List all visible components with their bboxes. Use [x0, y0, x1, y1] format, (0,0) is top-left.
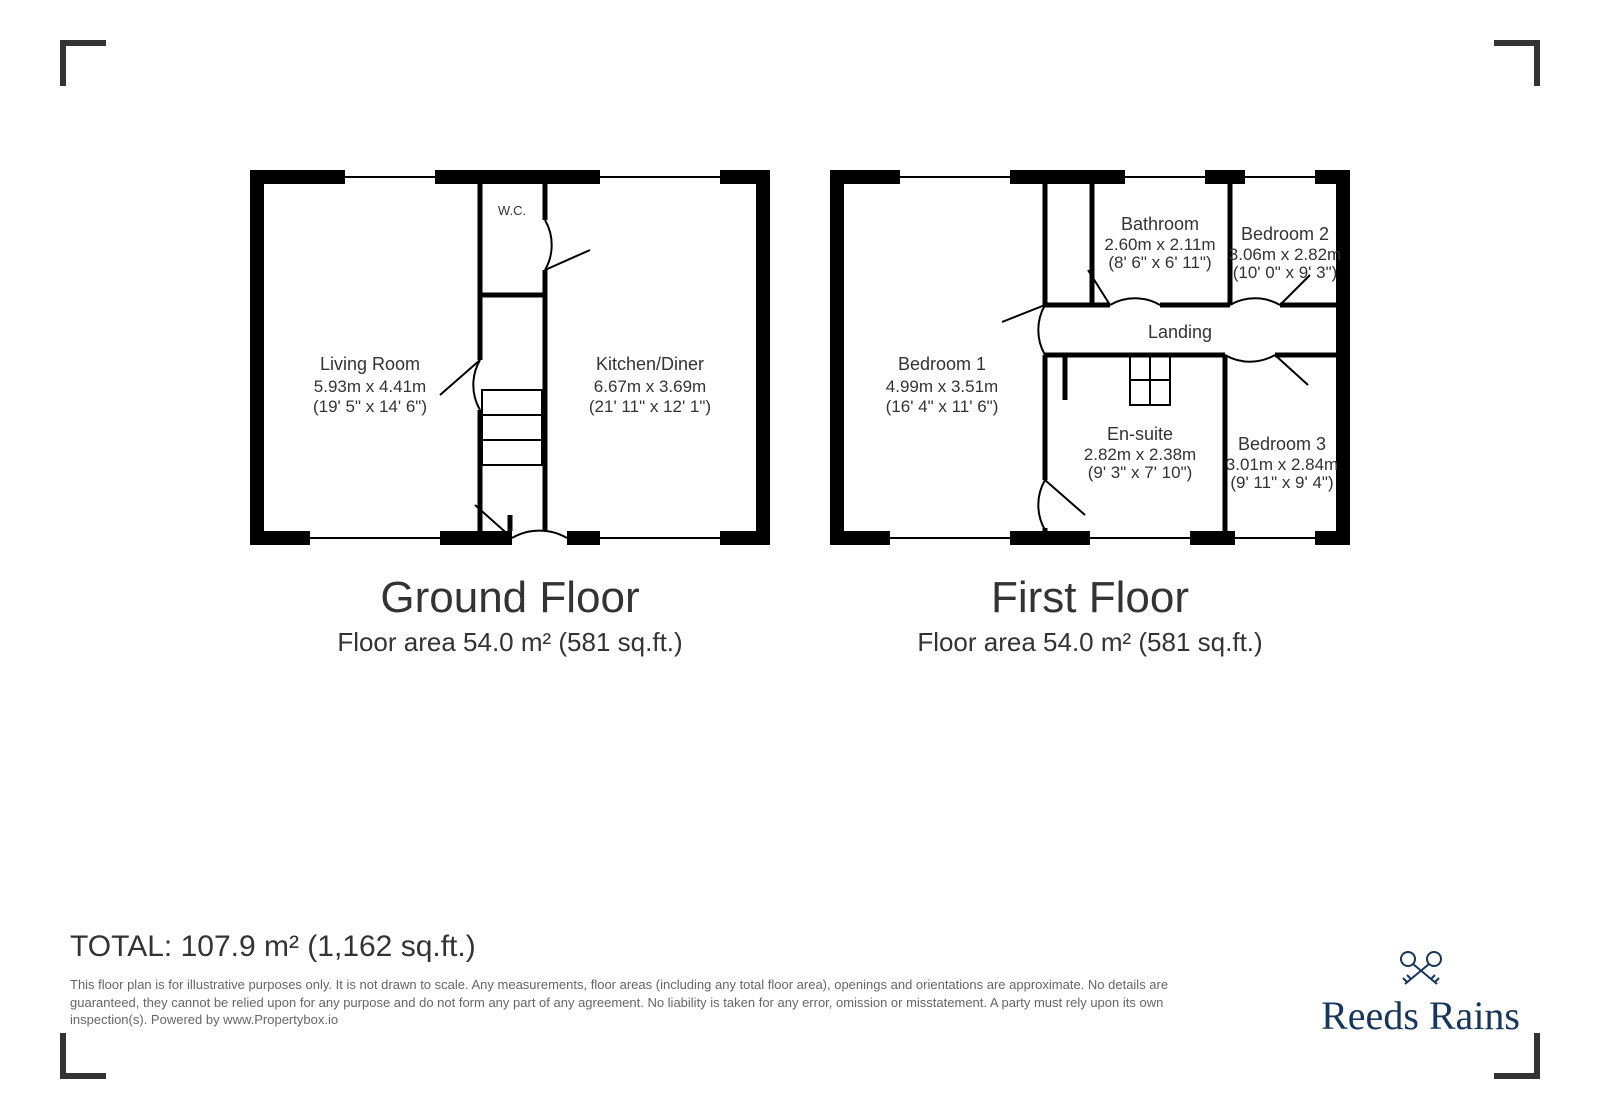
bath-name: Bathroom [1121, 214, 1199, 234]
kitchen-name: Kitchen/Diner [596, 354, 704, 374]
bed2-name: Bedroom 2 [1241, 224, 1329, 244]
ensuite-ft: (9' 3" x 7' 10") [1088, 463, 1193, 482]
crop-mark-bottom-right [1494, 1033, 1540, 1079]
brand-block: Reeds Rains [1321, 948, 1520, 1039]
ground-floor-block: W.C. Living Room 5.93m x 4.41m (19' 5" x… [250, 170, 770, 770]
bed1-name: Bedroom 1 [898, 354, 986, 374]
bed2-m: 3.06m x 2.82m [1229, 245, 1341, 264]
floor-plans-container: W.C. Living Room 5.93m x 4.41m (19' 5" x… [0, 170, 1600, 770]
living-name: Living Room [320, 354, 420, 374]
crop-mark-bottom-left [60, 1033, 106, 1079]
crop-mark-top-left [60, 40, 106, 86]
ensuite-name: En-suite [1107, 424, 1173, 444]
bed1-m: 4.99m x 3.51m [886, 377, 998, 396]
bath-ft: (8' 6" x 6' 11") [1108, 253, 1211, 272]
ground-floor-plan: W.C. Living Room 5.93m x 4.41m (19' 5" x… [250, 170, 770, 545]
kitchen-m: 6.67m x 3.69m [594, 377, 706, 396]
first-floor-title: First Floor [991, 573, 1189, 623]
first-floor-sub: Floor area 54.0 m² (581 sq.ft.) [917, 627, 1262, 658]
brand-name: Reeds Rains [1321, 992, 1520, 1039]
wc-label: W.C. [498, 203, 526, 218]
landing-label: Landing [1148, 322, 1212, 342]
ensuite-m: 2.82m x 2.38m [1084, 445, 1196, 464]
bed3-m: 3.01m x 2.84m [1226, 455, 1338, 474]
bed3-name: Bedroom 3 [1238, 434, 1326, 454]
crop-mark-top-right [1494, 40, 1540, 86]
bed2-ft: (10' 0" x 9' 3") [1233, 263, 1338, 282]
bed1-ft: (16' 4" x 11' 6") [886, 397, 999, 416]
living-ft: (19' 5" x 14' 6") [313, 397, 427, 416]
kitchen-ft: (21' 11" x 12' 1") [589, 397, 711, 416]
first-floor-block: Bedroom 1 4.99m x 3.51m (16' 4" x 11' 6"… [830, 170, 1350, 770]
first-floor-plan: Bedroom 1 4.99m x 3.51m (16' 4" x 11' 6"… [830, 170, 1350, 545]
total-area: TOTAL: 107.9 m² (1,162 sq.ft.) [70, 930, 476, 964]
ground-floor-sub: Floor area 54.0 m² (581 sq.ft.) [337, 627, 682, 658]
bath-m: 2.60m x 2.11m [1104, 235, 1215, 254]
bed3-ft: (9' 11" x 9' 4") [1230, 473, 1333, 492]
keys-icon [1397, 948, 1445, 986]
disclaimer-text: This floor plan is for illustrative purp… [70, 976, 1170, 1029]
living-m: 5.93m x 4.41m [314, 377, 426, 396]
ground-floor-title: Ground Floor [380, 573, 639, 623]
page-root: W.C. Living Room 5.93m x 4.41m (19' 5" x… [0, 0, 1600, 1119]
